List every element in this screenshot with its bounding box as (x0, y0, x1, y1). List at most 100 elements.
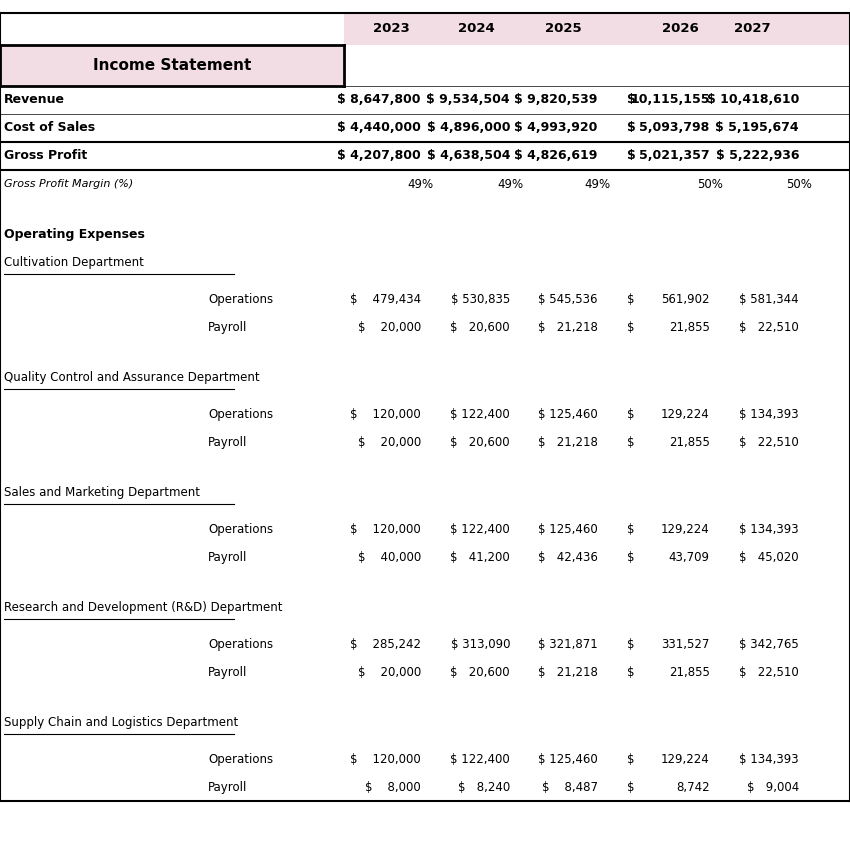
Text: $   22,510: $ 22,510 (740, 320, 799, 333)
Text: Supply Chain and Logistics Department: Supply Chain and Logistics Department (4, 716, 239, 729)
Text: $ 4,826,619: $ 4,826,619 (514, 150, 598, 162)
Text: Gross Profit Margin (%): Gross Profit Margin (%) (4, 179, 133, 189)
Text: $    8,487: $ 8,487 (541, 780, 598, 794)
Text: $ 125,460: $ 125,460 (538, 752, 598, 766)
Text: Operations: Operations (208, 752, 274, 766)
Text: $ 122,400: $ 122,400 (450, 407, 510, 421)
Text: 21,855: 21,855 (669, 666, 710, 678)
Text: $ 8,647,800: $ 8,647,800 (337, 94, 421, 106)
Text: Gross Profit: Gross Profit (4, 150, 88, 162)
Text: 2026: 2026 (661, 22, 699, 36)
Text: 2023: 2023 (372, 22, 410, 36)
Text: $ 9,534,504: $ 9,534,504 (427, 94, 510, 106)
Text: $   20,600: $ 20,600 (450, 320, 510, 333)
Text: $ 5,222,936: $ 5,222,936 (716, 150, 799, 162)
Text: $: $ (627, 320, 635, 333)
Text: Operations: Operations (208, 523, 274, 536)
Text: $: $ (627, 523, 635, 536)
Text: 49%: 49% (408, 178, 434, 190)
Text: $   45,020: $ 45,020 (740, 551, 799, 564)
Text: $: $ (627, 122, 636, 134)
Text: Payroll: Payroll (208, 435, 247, 449)
Text: $ 125,460: $ 125,460 (538, 407, 598, 421)
Text: Payroll: Payroll (208, 551, 247, 564)
Text: Operating Expenses: Operating Expenses (4, 228, 145, 241)
Text: 49%: 49% (497, 178, 523, 190)
Text: $   22,510: $ 22,510 (740, 435, 799, 449)
Text: $   20,600: $ 20,600 (450, 435, 510, 449)
Text: $    20,000: $ 20,000 (358, 320, 421, 333)
Text: $    120,000: $ 120,000 (350, 752, 421, 766)
Text: $    8,000: $ 8,000 (365, 780, 421, 794)
Text: $ 4,993,920: $ 4,993,920 (514, 122, 598, 134)
Text: 129,224: 129,224 (661, 407, 710, 421)
Text: Operations: Operations (208, 638, 274, 650)
Text: 331,527: 331,527 (661, 638, 710, 650)
Text: $ 530,835: $ 530,835 (450, 292, 510, 305)
Text: $   21,218: $ 21,218 (538, 435, 598, 449)
Text: Payroll: Payroll (208, 320, 247, 333)
Text: Cost of Sales: Cost of Sales (4, 122, 95, 134)
Text: 49%: 49% (585, 178, 610, 190)
Text: $: $ (627, 94, 636, 106)
Text: $ 321,871: $ 321,871 (538, 638, 598, 650)
Text: $ 134,393: $ 134,393 (740, 752, 799, 766)
Text: $ 545,536: $ 545,536 (538, 292, 598, 305)
Text: $ 4,896,000: $ 4,896,000 (427, 122, 510, 134)
Text: $    40,000: $ 40,000 (358, 551, 421, 564)
Text: 43,709: 43,709 (669, 551, 710, 564)
Text: $: $ (627, 435, 635, 449)
Text: $   21,218: $ 21,218 (538, 320, 598, 333)
Text: $   42,436: $ 42,436 (538, 551, 598, 564)
Text: Payroll: Payroll (208, 780, 247, 794)
Text: $: $ (627, 638, 635, 650)
Text: 50%: 50% (786, 178, 812, 190)
Text: $    20,000: $ 20,000 (358, 666, 421, 678)
Text: 5,021,357: 5,021,357 (639, 150, 710, 162)
Text: $: $ (627, 292, 635, 305)
Text: $   21,218: $ 21,218 (538, 666, 598, 678)
Text: $ 581,344: $ 581,344 (740, 292, 799, 305)
Text: $ 5,195,674: $ 5,195,674 (716, 122, 799, 134)
Text: 129,224: 129,224 (661, 523, 710, 536)
Text: $: $ (627, 752, 635, 766)
Text: $    285,242: $ 285,242 (349, 638, 421, 650)
Text: $ 10,418,610: $ 10,418,610 (706, 94, 799, 106)
Text: $: $ (627, 150, 636, 162)
Text: $    20,000: $ 20,000 (358, 435, 421, 449)
Text: 8,742: 8,742 (676, 780, 710, 794)
Text: Quality Control and Assurance Department: Quality Control and Assurance Department (4, 371, 260, 384)
Text: Payroll: Payroll (208, 666, 247, 678)
Text: Sales and Marketing Department: Sales and Marketing Department (4, 486, 201, 499)
Text: 5,093,798: 5,093,798 (639, 122, 710, 134)
Text: $ 4,207,800: $ 4,207,800 (337, 150, 421, 162)
Text: $: $ (627, 780, 635, 794)
Text: $ 134,393: $ 134,393 (740, 523, 799, 536)
Text: $ 125,460: $ 125,460 (538, 523, 598, 536)
Text: 21,855: 21,855 (669, 435, 710, 449)
Text: $ 134,393: $ 134,393 (740, 407, 799, 421)
Text: $   9,004: $ 9,004 (747, 780, 799, 794)
Text: Operations: Operations (208, 292, 274, 305)
Text: Revenue: Revenue (4, 94, 65, 106)
Text: 2027: 2027 (734, 22, 771, 36)
Text: $: $ (627, 666, 635, 678)
Text: Operations: Operations (208, 407, 274, 421)
Text: 129,224: 129,224 (661, 752, 710, 766)
Text: $   8,240: $ 8,240 (458, 780, 510, 794)
Text: Research and Development (R&D) Department: Research and Development (R&D) Departmen… (4, 601, 283, 614)
Text: 2024: 2024 (457, 22, 495, 36)
Text: Cultivation Department: Cultivation Department (4, 256, 144, 269)
Text: Income Statement: Income Statement (93, 58, 252, 73)
FancyBboxPatch shape (0, 45, 344, 86)
Text: 2025: 2025 (545, 22, 582, 36)
Text: 21,855: 21,855 (669, 320, 710, 333)
FancyBboxPatch shape (344, 13, 850, 45)
Text: $    479,434: $ 479,434 (349, 292, 421, 305)
Text: 10,115,155: 10,115,155 (630, 94, 710, 106)
Text: $ 4,638,504: $ 4,638,504 (427, 150, 510, 162)
Text: $ 122,400: $ 122,400 (450, 523, 510, 536)
Text: $ 122,400: $ 122,400 (450, 752, 510, 766)
Text: $    120,000: $ 120,000 (350, 523, 421, 536)
Text: $ 342,765: $ 342,765 (740, 638, 799, 650)
